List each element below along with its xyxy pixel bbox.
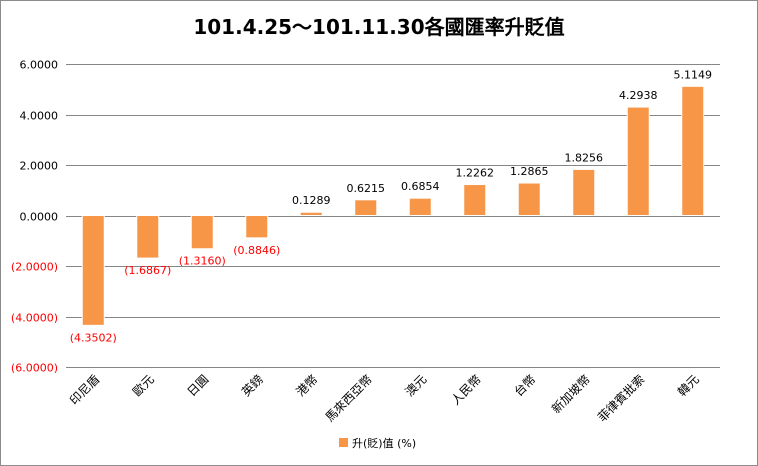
x-tick-label: 澳元 (402, 372, 429, 399)
y-tick-label: 2.0000 (20, 160, 59, 173)
bar (190, 215, 214, 250)
y-axis-ticks: 6.0000 4.0000 2.0000 0.0000 (2.0000) (4.0000)… (11, 59, 58, 375)
bar (463, 184, 487, 217)
bar (245, 215, 269, 239)
bar (681, 85, 705, 217)
chart-title: 101.4.25～101.11.30各國匯率升貶值 (193, 15, 564, 39)
y-tick-label: (2.0000) (11, 261, 58, 274)
gridlines (66, 64, 720, 368)
bar (626, 106, 650, 216)
data-label: (4.3502) (70, 331, 117, 344)
y-tick-label: 0.0000 (20, 211, 59, 224)
x-tick-label: 菲律賓批索 (594, 372, 647, 425)
bar (299, 211, 323, 216)
y-tick-label: (4.0000) (11, 312, 58, 325)
data-label: 4.2938 (619, 89, 658, 102)
x-tick-label: 馬來西亞幣 (323, 372, 375, 424)
legend-swatch (339, 438, 348, 447)
bar (517, 182, 541, 216)
x-tick-label: 港幣 (293, 372, 320, 399)
x-tick-label: 英鎊 (238, 372, 266, 400)
data-labels: (4.3502) (1.6867) (1.3160) (0.8846) 0.1289 0.… (70, 68, 712, 344)
x-tick-label: 歐元 (129, 372, 157, 400)
x-tick-label: 台幣 (511, 372, 539, 400)
x-tick-label: 韓元 (675, 372, 702, 399)
bar (408, 197, 432, 216)
y-tick-label: (6.0000) (11, 362, 58, 375)
x-tick-label: 人民幣 (449, 372, 484, 407)
data-label: 0.6854 (401, 180, 440, 193)
y-tick-label: 6.0000 (20, 59, 59, 72)
y-tick-label: 4.0000 (20, 110, 59, 123)
x-axis-ticks: 印尼盾 歐元 日圓 英鎊 港幣 馬來西亞幣 澳元 人民幣 台幣 新加坡幣 菲律賓批索 韓元 (67, 372, 702, 425)
legend-label: 升(貶)值 (%) (352, 437, 416, 450)
data-label: 5.1149 (674, 68, 713, 81)
x-tick-label: 印尼盾 (67, 372, 102, 407)
bar (572, 168, 596, 216)
x-tick-label: 新加坡幣 (548, 372, 593, 417)
bar (136, 215, 160, 259)
data-label: (1.6867) (124, 264, 171, 277)
data-label: (1.3160) (179, 255, 226, 268)
data-label: 1.2865 (510, 165, 549, 178)
bars (81, 85, 705, 326)
x-tick-label: 日圓 (184, 372, 211, 399)
data-label: (0.8846) (233, 244, 280, 257)
bar (354, 199, 378, 217)
data-label: 0.6215 (347, 182, 386, 195)
data-label: 1.8256 (565, 151, 604, 164)
legend: 升(貶)值 (%) (339, 437, 416, 450)
bar (81, 215, 105, 326)
data-label: 0.1289 (292, 194, 331, 207)
data-label: 1.2262 (456, 167, 495, 180)
